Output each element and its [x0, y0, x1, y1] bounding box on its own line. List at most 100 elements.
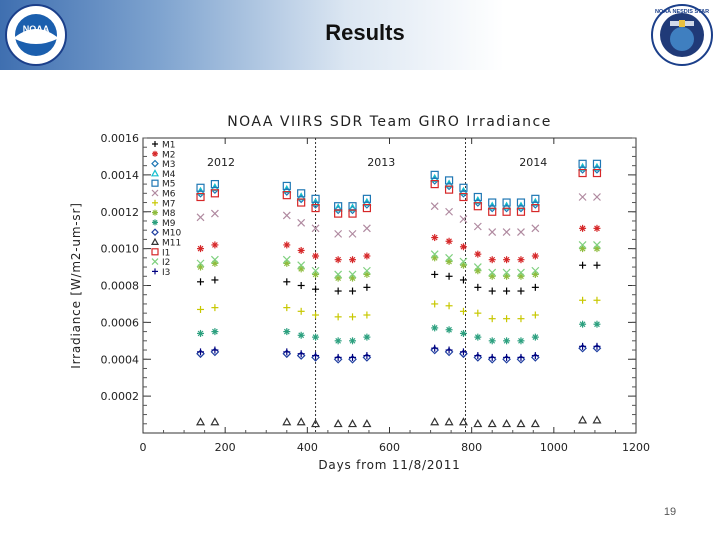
data-point-m5	[196, 183, 205, 192]
data-point-m10	[502, 354, 511, 364]
y-tick-label: 0.0006	[101, 316, 140, 329]
data-point-m8	[312, 270, 320, 278]
legend-label: M6	[162, 190, 176, 200]
data-point-m9	[445, 326, 453, 334]
data-point-i2	[488, 268, 497, 277]
data-point-m5	[459, 183, 468, 192]
data-point-m1	[579, 261, 587, 269]
data-point-m10	[592, 343, 602, 353]
data-point-i3	[531, 352, 539, 360]
data-point-m6	[334, 229, 343, 238]
chart-title: NOAA VIIRS SDR Team GIRO Irradiance	[227, 114, 552, 130]
data-point-m6	[348, 229, 357, 238]
y-tick-label: 0.0012	[101, 206, 140, 219]
data-point-m7	[488, 315, 496, 323]
data-point-i3	[334, 353, 342, 361]
data-point-m5	[473, 192, 482, 202]
data-point-m2	[503, 256, 511, 264]
data-point-i1	[311, 203, 320, 213]
data-point-m10	[196, 349, 205, 359]
page-number: 19	[663, 506, 677, 518]
data-point-m8	[579, 245, 587, 253]
x-tick-label: 800	[461, 441, 482, 454]
data-point-m2	[431, 234, 439, 242]
data-point-m6	[430, 202, 439, 211]
year-label: 2014	[519, 156, 547, 169]
data-point-i1	[196, 192, 205, 202]
data-point-m7	[593, 296, 601, 304]
data-point-m2	[459, 243, 467, 251]
data-point-m7	[579, 296, 587, 304]
noaa-logo: NOAA	[5, 4, 67, 66]
x-axis-label: Days from 11/8/2011	[318, 458, 460, 472]
data-point-m2	[283, 241, 291, 249]
year-label: 2012	[207, 156, 235, 169]
data-point-m5	[502, 198, 511, 207]
data-point-m1	[363, 283, 371, 291]
data-point-i3	[363, 352, 371, 360]
data-point-i2	[311, 266, 320, 275]
data-point-m9	[297, 331, 305, 339]
data-point-i1	[578, 168, 587, 178]
data-point-m8	[445, 258, 453, 266]
data-point-m6	[517, 228, 525, 236]
data-point-i2	[473, 263, 482, 271]
data-point-m7	[517, 315, 525, 323]
data-point-m1	[593, 261, 601, 269]
data-point-i2	[282, 255, 291, 264]
data-point-i2	[593, 241, 601, 249]
data-point-m8	[349, 274, 357, 282]
data-point-i2	[502, 268, 511, 277]
legend-marker-m7	[152, 199, 158, 206]
data-point-i3	[197, 348, 205, 356]
data-point-i3	[349, 353, 357, 361]
y-tick-label: 0.0016	[101, 132, 140, 145]
data-point-m2	[312, 252, 320, 260]
data-point-m5	[311, 194, 320, 203]
data-point-m6	[196, 213, 205, 222]
data-point-m9	[503, 337, 511, 345]
data-point-i3	[579, 342, 587, 350]
data-point-m11	[296, 417, 306, 426]
data-point-m4	[348, 203, 358, 212]
data-point-i1	[516, 207, 526, 216]
data-point-i1	[430, 179, 439, 189]
data-point-m8	[488, 272, 496, 280]
data-point-m7	[445, 302, 453, 310]
data-point-m2	[517, 256, 525, 264]
legend-label: M8	[162, 209, 176, 219]
data-point-i1	[210, 189, 219, 198]
data-point-i3	[283, 348, 291, 356]
data-point-m10	[362, 353, 372, 362]
data-point-m11	[333, 419, 343, 428]
data-point-m9	[211, 328, 219, 336]
legend-label: I2	[162, 258, 170, 268]
data-point-i2	[445, 253, 453, 262]
data-point-m11	[282, 417, 292, 426]
data-point-m5	[210, 179, 219, 189]
data-point-m11	[502, 419, 512, 428]
data-point-m1	[488, 287, 496, 295]
data-point-m2	[363, 252, 371, 260]
data-point-i1	[531, 203, 540, 213]
data-point-m1	[503, 287, 511, 295]
data-point-m5	[592, 159, 602, 168]
data-point-m10	[473, 353, 483, 362]
data-point-m10	[311, 353, 320, 362]
data-point-m8	[297, 265, 305, 273]
legend-marker-m3	[151, 159, 159, 168]
legend-label: M5	[162, 180, 176, 190]
data-point-m11	[430, 417, 440, 426]
data-point-m9	[579, 320, 587, 328]
data-point-m7	[197, 305, 205, 313]
data-point-m7	[283, 304, 291, 312]
data-point-i3	[517, 353, 525, 361]
data-point-m6	[362, 224, 371, 233]
svg-text:NOAA NESDIS STAR: NOAA NESDIS STAR	[655, 9, 709, 15]
x-tick-label: 1200	[622, 441, 650, 454]
legend-label: M4	[162, 170, 176, 180]
slide-title: Results	[325, 20, 405, 45]
data-point-m11	[487, 419, 497, 428]
data-point-i1	[502, 207, 511, 216]
data-point-m1	[283, 278, 291, 286]
